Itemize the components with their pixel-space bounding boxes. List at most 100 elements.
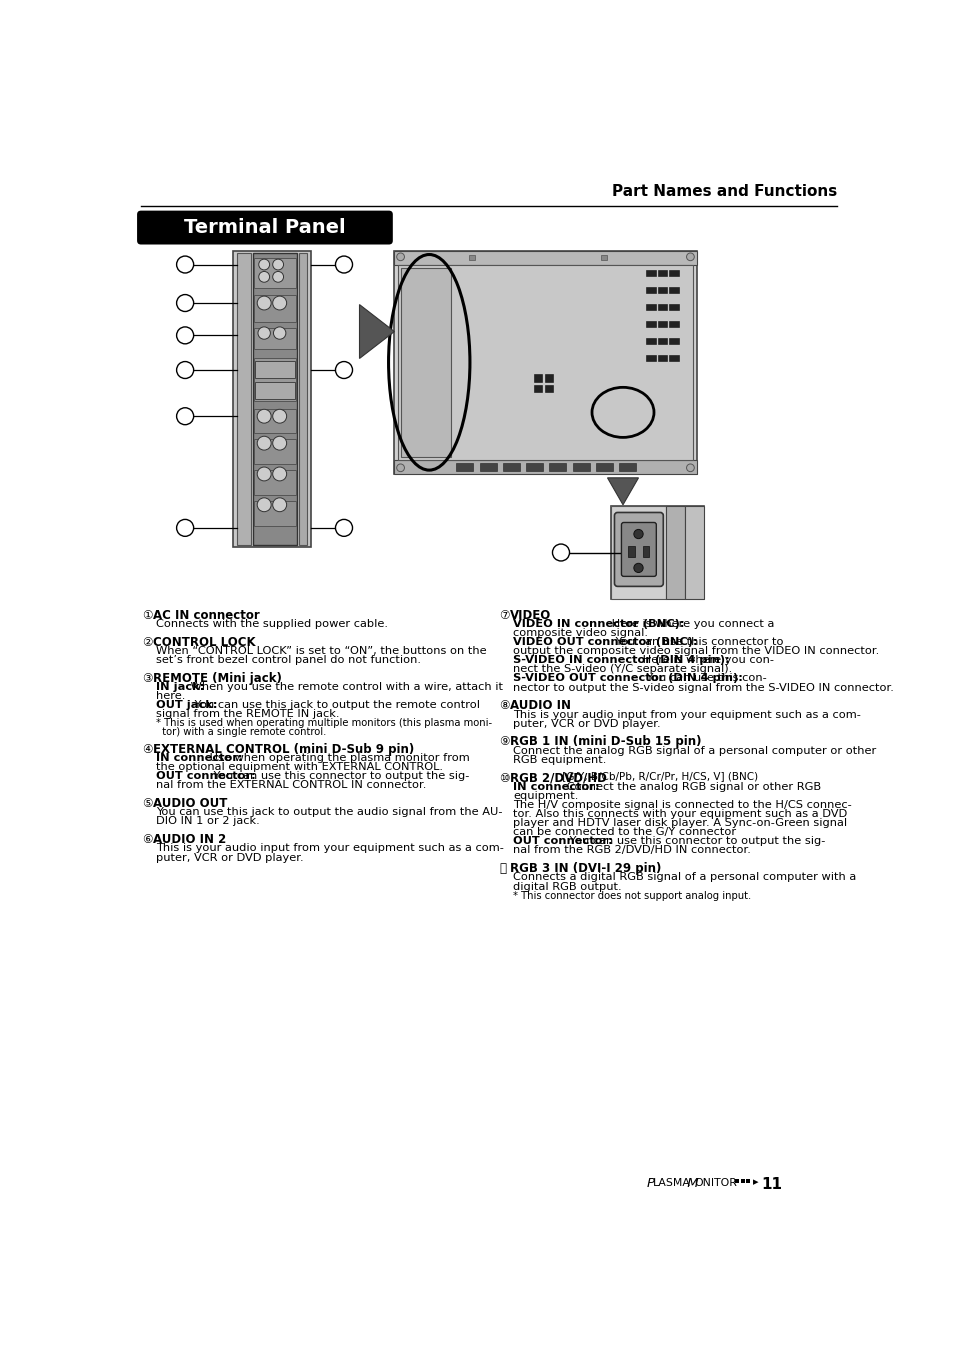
Bar xyxy=(534,385,542,392)
Text: Terminal Panel: Terminal Panel xyxy=(184,218,345,236)
Circle shape xyxy=(273,259,283,270)
Text: ②: ② xyxy=(142,636,152,648)
Bar xyxy=(253,408,295,434)
Text: ▸: ▸ xyxy=(753,1177,758,1188)
Bar xyxy=(628,546,634,557)
Text: AC IN connector: AC IN connector xyxy=(153,609,260,621)
Bar xyxy=(254,361,294,378)
Text: ⑨: ⑨ xyxy=(498,735,509,748)
Bar xyxy=(684,507,703,598)
Text: You can use this jack to output the remote control: You can use this jack to output the remo… xyxy=(191,700,479,711)
Text: puter, VCR or DVD player.: puter, VCR or DVD player. xyxy=(156,852,304,862)
Circle shape xyxy=(257,296,271,309)
Text: set’s front bezel control panel do not function.: set’s front bezel control panel do not f… xyxy=(156,655,421,665)
Bar xyxy=(534,374,542,381)
Bar xyxy=(236,253,251,544)
Circle shape xyxy=(273,296,286,309)
Bar xyxy=(549,463,566,471)
Text: S-VIDEO OUT connector (DIN 4 pin):: S-VIDEO OUT connector (DIN 4 pin): xyxy=(513,674,742,684)
Circle shape xyxy=(633,530,642,539)
Text: When you use the remote control with a wire, attach it: When you use the remote control with a w… xyxy=(187,682,502,692)
Text: ①: ① xyxy=(142,609,152,621)
Bar xyxy=(645,304,655,309)
Bar xyxy=(253,296,295,323)
Circle shape xyxy=(686,253,694,261)
Bar xyxy=(525,463,542,471)
Bar xyxy=(669,304,679,309)
Bar xyxy=(502,463,519,471)
Circle shape xyxy=(258,272,270,282)
Text: the optional equipment with EXTERNAL CONTROL.: the optional equipment with EXTERNAL CON… xyxy=(156,762,443,773)
Text: digital RGB output.: digital RGB output. xyxy=(513,882,621,892)
Text: LASMA: LASMA xyxy=(652,1178,690,1188)
Text: nector to output the S-video signal from the S-VIDEO IN connector.: nector to output the S-video signal from… xyxy=(513,682,893,693)
Text: P: P xyxy=(645,1177,654,1190)
Text: here.: here. xyxy=(156,692,186,701)
Text: When “CONTROL LOCK” is set to “ON”, the buttons on the: When “CONTROL LOCK” is set to “ON”, the … xyxy=(156,646,487,657)
Bar xyxy=(233,251,311,547)
Text: Here is where you connect a: Here is where you connect a xyxy=(608,619,774,630)
Bar xyxy=(253,358,295,401)
Bar xyxy=(397,265,692,461)
Text: This is your audio input from your equipment such as a com-: This is your audio input from your equip… xyxy=(513,709,860,720)
Bar xyxy=(596,463,612,471)
Circle shape xyxy=(552,544,569,561)
Bar xyxy=(669,320,679,327)
Text: DIO IN 1 or 2 jack.: DIO IN 1 or 2 jack. xyxy=(156,816,260,827)
Bar xyxy=(740,1179,744,1183)
Text: ⑥: ⑥ xyxy=(142,834,152,846)
Bar xyxy=(645,286,655,293)
Bar xyxy=(658,304,666,309)
Circle shape xyxy=(257,327,270,339)
Circle shape xyxy=(335,519,353,536)
Text: EXTERNAL CONTROL (mini D-Sub 9 pin): EXTERNAL CONTROL (mini D-Sub 9 pin) xyxy=(153,743,415,755)
Circle shape xyxy=(274,327,286,339)
Text: signal from the REMOTE IN jack.: signal from the REMOTE IN jack. xyxy=(156,709,339,719)
Bar xyxy=(669,338,679,345)
Bar xyxy=(611,507,703,598)
Bar xyxy=(618,463,636,471)
Bar xyxy=(658,338,666,345)
Bar xyxy=(572,463,589,471)
Circle shape xyxy=(396,253,404,261)
Text: puter, VCR or DVD player.: puter, VCR or DVD player. xyxy=(513,719,659,728)
Circle shape xyxy=(258,259,270,270)
Text: M: M xyxy=(682,1177,699,1190)
Text: ⑤: ⑤ xyxy=(142,797,152,811)
Text: S-VIDEO IN connector (DIN 4 pin):: S-VIDEO IN connector (DIN 4 pin): xyxy=(513,655,729,665)
Circle shape xyxy=(273,497,286,512)
Bar xyxy=(479,463,497,471)
Text: ③: ③ xyxy=(142,671,152,685)
Bar xyxy=(394,461,696,474)
Text: ⑪: ⑪ xyxy=(498,862,505,875)
Bar xyxy=(468,255,475,259)
Text: * This connector does not support analog input.: * This connector does not support analog… xyxy=(513,890,750,901)
Text: IN connector:: IN connector: xyxy=(156,753,243,763)
Circle shape xyxy=(257,436,271,450)
Bar xyxy=(658,320,666,327)
Bar xyxy=(665,507,684,598)
Text: 11: 11 xyxy=(760,1177,781,1192)
Text: OUT connector:: OUT connector: xyxy=(513,836,612,846)
Bar xyxy=(599,255,606,259)
Text: tor. Also this connects with your equipment such as a DVD: tor. Also this connects with your equipm… xyxy=(513,809,846,819)
Bar xyxy=(658,354,666,361)
Bar xyxy=(253,328,295,349)
Text: IN connector:: IN connector: xyxy=(513,782,598,792)
Text: Connect the analog RGB signal or other RGB: Connect the analog RGB signal or other R… xyxy=(562,782,820,792)
Circle shape xyxy=(176,519,193,536)
Circle shape xyxy=(273,436,286,450)
Circle shape xyxy=(273,467,286,481)
Circle shape xyxy=(335,257,353,273)
Text: ⑦: ⑦ xyxy=(498,609,509,621)
Bar xyxy=(645,270,655,276)
Bar xyxy=(544,374,553,381)
Text: VIDEO OUT connector (BNC):: VIDEO OUT connector (BNC): xyxy=(513,638,697,647)
FancyBboxPatch shape xyxy=(614,512,662,586)
Text: Connects with the supplied power cable.: Connects with the supplied power cable. xyxy=(156,619,388,630)
Polygon shape xyxy=(359,304,394,358)
Text: nal from the EXTERNAL CONTROL IN connector.: nal from the EXTERNAL CONTROL IN connect… xyxy=(156,781,426,790)
Text: IN jack:: IN jack: xyxy=(156,682,205,692)
Text: ⑩: ⑩ xyxy=(498,771,509,785)
Circle shape xyxy=(273,409,286,423)
